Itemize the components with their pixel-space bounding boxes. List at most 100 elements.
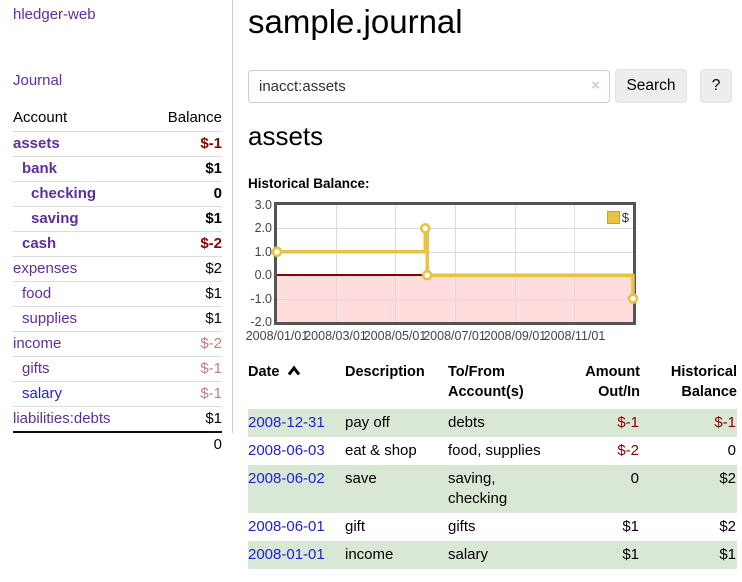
account-row: cash $-2	[13, 231, 222, 257]
account-link[interactable]: salary	[22, 385, 63, 402]
y-axis-tick-label: 3.0	[254, 198, 272, 212]
column-header-balance: Historical Balance	[670, 364, 737, 400]
transaction-description: pay off	[345, 414, 390, 431]
transaction-balance: $-1	[714, 414, 736, 431]
chart-legend: $	[606, 210, 629, 225]
sidebar-item-journal[interactable]: Journal	[13, 72, 63, 89]
account-balance: $-1	[147, 131, 222, 157]
accounts-total-spacer	[13, 431, 148, 457]
transaction-amount: $1	[622, 518, 639, 535]
account-balance: $1	[147, 406, 222, 432]
chart-plot-area[interactable]: $	[271, 202, 639, 325]
account-link[interactable]: gifts	[22, 360, 50, 377]
transaction-description: save	[345, 470, 377, 487]
transaction-balance: 0	[727, 442, 736, 459]
gridline	[277, 228, 633, 229]
transaction-accounts: salary	[448, 546, 489, 563]
y-axis-tick-label: 1.0	[254, 244, 272, 259]
account-link[interactable]: saving	[31, 210, 79, 227]
transaction-accounts: debts	[448, 414, 485, 431]
x-axis-tick-label: 2008/11/01	[543, 329, 606, 343]
register-table: Date Description To/From Account(s) Amou…	[248, 360, 737, 569]
account-link[interactable]: expenses	[13, 260, 78, 277]
x-axis-tick-label: 2008/03/01	[304, 329, 367, 343]
column-header-description: Description	[345, 364, 425, 380]
account-balance: 0	[147, 181, 222, 207]
accounts-header-balance: Balance	[167, 109, 222, 126]
y-axis-tick-label: 2.0	[254, 221, 272, 236]
transaction-date-link[interactable]: 2008-06-02	[248, 470, 325, 487]
account-balance: $1	[147, 281, 222, 307]
account-row: food $1	[13, 281, 222, 307]
transaction-date-link[interactable]: 2008-06-01	[248, 518, 325, 535]
transaction-accounts: gifts	[448, 518, 476, 535]
search-input[interactable]	[248, 69, 610, 103]
account-link[interactable]: checking	[31, 185, 97, 202]
transaction-description: income	[345, 546, 394, 563]
help-button[interactable]: ?	[700, 69, 732, 103]
account-row: gifts $-1	[13, 356, 222, 382]
transaction-row: 2008-01-01 income salary $1 $1	[248, 541, 737, 569]
transaction-balance: $1	[719, 546, 736, 563]
transaction-accounts: saving, checking	[448, 470, 508, 507]
column-header-accounts: To/From Account(s)	[448, 364, 524, 400]
gridline	[277, 299, 633, 300]
clear-search-icon[interactable]: ×	[591, 76, 600, 94]
sidebar: hledger-web Journal Account Balance asse…	[0, 0, 233, 457]
x-axis-tick-label: 2008/07/01	[423, 329, 486, 343]
search-box: ×	[248, 69, 610, 103]
account-row: salary $-1	[13, 381, 222, 407]
account-link[interactable]: income	[13, 335, 62, 352]
accounts-header-row: Account Balance	[13, 105, 222, 132]
transaction-row: 2008-06-01 gift gifts $1 $2	[248, 513, 737, 541]
account-link[interactable]: food	[22, 285, 52, 302]
account-row: income $-2	[13, 331, 222, 357]
transaction-date-link[interactable]: 2008-06-03	[248, 442, 325, 459]
account-row: saving $1	[13, 206, 222, 232]
x-axis-tick-label: 2008/05/01	[363, 329, 427, 343]
transaction-row: 2008-12-31 pay off debts $-1 $-1	[248, 409, 737, 437]
accounts-total-row: 0	[13, 431, 222, 457]
transaction-description: gift	[345, 518, 366, 535]
account-balance: $2	[147, 256, 222, 282]
accounts-header-account: Account	[13, 109, 68, 126]
account-balance: $-2	[147, 231, 222, 257]
account-heading: assets	[248, 121, 324, 151]
y-axis-tick-label: 0.0	[254, 268, 272, 283]
page-title: sample.journal	[248, 3, 463, 40]
search-button[interactable]: Search	[615, 69, 687, 103]
legend-swatch	[606, 211, 620, 224]
transaction-accounts: food, supplies	[448, 442, 541, 459]
account-row: supplies $1	[13, 306, 222, 332]
historical-balance-chart: 3.0 2.0 1.0 0.0 -1.0 -2.0 $ 2008/01/01 2008/03…	[246, 198, 742, 347]
transaction-date-link[interactable]: 2008-01-01	[248, 546, 325, 563]
transaction-amount: $-2	[617, 442, 639, 459]
account-link[interactable]: supplies	[22, 310, 78, 327]
account-balance: $1	[147, 206, 222, 232]
sort-ascending-icon	[288, 365, 301, 376]
column-header-date[interactable]: Date	[248, 360, 345, 409]
x-axis-tick-label: 2008/01/01	[245, 329, 309, 343]
y-axis-tick-label: -1.0	[250, 291, 272, 306]
gridline	[574, 205, 575, 322]
account-balance: $1	[147, 306, 222, 332]
account-balance: $-2	[147, 331, 222, 357]
account-row: liabilities:debts $1	[13, 406, 222, 432]
account-link[interactable]: assets	[13, 135, 60, 152]
account-link[interactable]: liabilities:debts	[13, 410, 111, 427]
account-row: assets $-1	[13, 131, 222, 157]
date-header-label: Date	[248, 364, 280, 380]
transaction-balance: $2	[719, 518, 736, 535]
transaction-date-link[interactable]: 2008-12-31	[248, 414, 325, 431]
account-row: checking 0	[13, 181, 222, 207]
account-link[interactable]: bank	[22, 160, 58, 177]
gridline	[277, 252, 633, 253]
app-title-link[interactable]: hledger-web	[13, 6, 96, 23]
transaction-amount: $1	[622, 546, 639, 563]
register-header-row: Date Description To/From Account(s) Amou…	[248, 360, 737, 409]
account-row: expenses $2	[13, 256, 222, 282]
y-axis-tick-label: -2.0	[250, 315, 272, 329]
account-link[interactable]: cash	[22, 235, 57, 252]
transaction-row: 2008-06-02 save saving, checking 0 $2	[248, 465, 737, 513]
transaction-description: eat & shop	[345, 442, 417, 459]
